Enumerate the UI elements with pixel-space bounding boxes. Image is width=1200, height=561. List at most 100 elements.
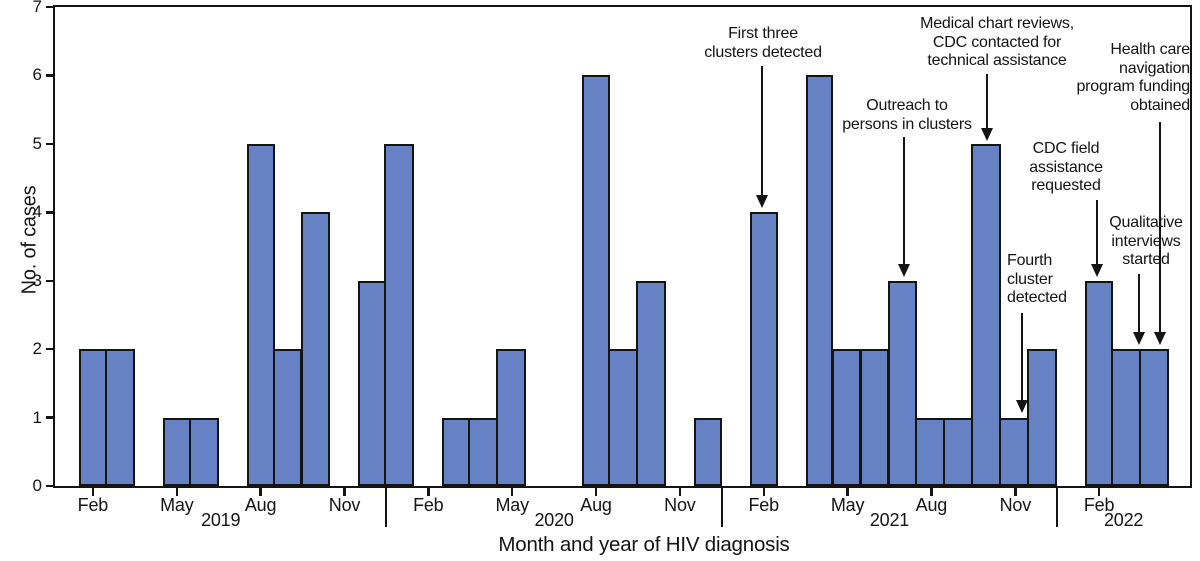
bar-2019-02 (79, 349, 107, 487)
x-tick-2020-Feb (427, 486, 430, 496)
annotation-qualitative-interviews: Qualitative interviews started (1109, 214, 1183, 268)
annotation-arrowhead-outreach-to-persons (897, 264, 910, 277)
bar-2019-10 (300, 212, 331, 487)
y-tick-4 (45, 211, 54, 214)
x-tick-2021-Aug (930, 486, 933, 496)
annotation-fourth-cluster: Fourth cluster detected (1007, 252, 1067, 306)
x-tick-label-2021-Nov: Nov (999, 495, 1032, 515)
x-tick-label-2019-Aug: Aug (244, 495, 277, 515)
x-tick-2019-May (175, 486, 178, 496)
year-label-2019: 2019 (201, 510, 241, 530)
y-tick-label-4: 4 (32, 202, 42, 222)
y-tick-3 (45, 279, 54, 282)
annotation-arrowhead-cdc-field-assistance (1090, 264, 1103, 277)
annotation-outreach-to-persons: Outreach to persons in clusters (842, 97, 972, 133)
annotation-arrow-cdc-field-assistance (1095, 200, 1099, 267)
annotation-arrow-qualitative-interviews (1137, 274, 1141, 335)
x-tick-2021-May (846, 486, 849, 496)
x-tick-label-2022-Feb: Feb (1083, 495, 1115, 515)
bar-2022-03 (1111, 349, 1141, 487)
bar-2021-09 (943, 417, 974, 487)
y-tick-label-0: 0 (32, 476, 42, 495)
y-tick-label-7: 7 (32, 0, 42, 16)
y-tick-label-5: 5 (32, 133, 42, 153)
x-tick-label-2020-May: May (495, 495, 529, 515)
annotation-arrowhead-first-three-clusters (755, 195, 768, 208)
y-tick-1 (45, 416, 54, 419)
y-tick-label-6: 6 (32, 65, 42, 85)
bar-2020-12 (693, 417, 722, 487)
y-tick-0 (45, 484, 54, 488)
x-tick-label-2020-Aug: Aug (580, 495, 612, 515)
annotation-first-three-clusters: First three clusters detected (704, 25, 822, 61)
annotation-arrowhead-fourth-cluster (1015, 400, 1028, 413)
bar-2021-08 (915, 417, 946, 487)
x-tick-2020-May (510, 486, 514, 496)
annotation-arrowhead-medical-chart-reviews (980, 128, 993, 141)
x-axis-title: Month and year of HIV diagnosis (498, 533, 790, 556)
bar-2022-04 (1139, 349, 1169, 487)
year-label-2021: 2021 (869, 510, 910, 530)
x-tick-2021-Nov (1014, 486, 1017, 496)
bar-2019-12 (358, 280, 387, 487)
year-separator-2021 (1056, 486, 1059, 527)
x-tick-label-2021-Aug: Aug (915, 495, 948, 515)
bar-2020-01 (384, 143, 415, 487)
x-tick-2020-Aug (594, 486, 598, 496)
annotation-arrow-medical-chart-reviews (985, 74, 989, 131)
y-axis-title: No. of cases (18, 185, 41, 295)
y-tick-label-2: 2 (32, 339, 42, 359)
bar-2021-04 (805, 75, 834, 487)
y-tick-5 (45, 142, 54, 146)
x-tick-2019-Feb (91, 486, 95, 496)
bar-2020-03 (442, 417, 471, 487)
annotation-arrow-outreach-to-persons (902, 137, 906, 267)
bar-2021-07 (887, 280, 918, 487)
bar-2019-03 (104, 349, 135, 487)
x-tick-2022-Feb (1097, 486, 1101, 496)
bar-2021-02 (749, 212, 778, 487)
annotation-healthcare-navigation-funding: Health care navigation program funding o… (1076, 41, 1190, 114)
year-label-2022: 2022 (1103, 510, 1144, 530)
bar-2021-10 (971, 143, 1002, 487)
x-tick-label-2019-Feb: Feb (77, 495, 109, 515)
bar-2022-02 (1085, 280, 1113, 487)
annotation-arrow-healthcare-navigation-funding (1158, 122, 1162, 335)
bar-2021-11 (999, 417, 1030, 487)
bar-2019-08 (246, 143, 275, 487)
bar-2019-09 (272, 349, 303, 487)
x-tick-label-2020-Feb: Feb (413, 495, 444, 515)
annotation-arrow-fourth-cluster (1020, 313, 1024, 403)
x-tick-label-2019-Nov: Nov (328, 495, 361, 515)
x-tick-2019-Nov (343, 486, 346, 496)
year-label-2020: 2020 (534, 510, 574, 530)
bar-2020-04 (468, 417, 499, 487)
bar-2020-10 (635, 280, 666, 487)
annotation-cdc-field-assistance: CDC field assistance requested (1029, 140, 1103, 194)
x-tick-2019-Aug (259, 486, 262, 496)
annotation-medical-chart-reviews: Medical chart reviews, CDC contacted for… (920, 15, 1074, 69)
bar-2019-06 (188, 417, 219, 487)
bar-2019-05 (162, 417, 191, 487)
bar-2021-12 (1027, 349, 1058, 487)
x-tick-label-2021-Feb: Feb (748, 495, 779, 515)
y-tick-label-3: 3 (32, 270, 42, 290)
annotation-arrowhead-qualitative-interviews (1132, 332, 1145, 345)
plot-area (53, 5, 1192, 488)
y-tick-7 (45, 5, 54, 9)
bar-2020-09 (608, 349, 638, 487)
year-separator-2020 (720, 486, 723, 527)
x-tick-label-2019-May: May (160, 495, 194, 515)
bar-2021-05 (831, 349, 862, 487)
bar-2020-05 (496, 349, 527, 487)
x-tick-label-2021-May: May (830, 495, 865, 515)
annotation-arrowhead-healthcare-navigation-funding (1153, 332, 1166, 345)
bar-2020-08 (582, 75, 610, 487)
y-tick-label-1: 1 (32, 407, 42, 427)
y-tick-6 (45, 74, 54, 77)
year-separator-2019 (385, 486, 388, 527)
y-tick-2 (45, 347, 54, 351)
x-tick-2020-Nov (678, 486, 682, 496)
annotation-arrow-first-three-clusters (760, 66, 764, 198)
